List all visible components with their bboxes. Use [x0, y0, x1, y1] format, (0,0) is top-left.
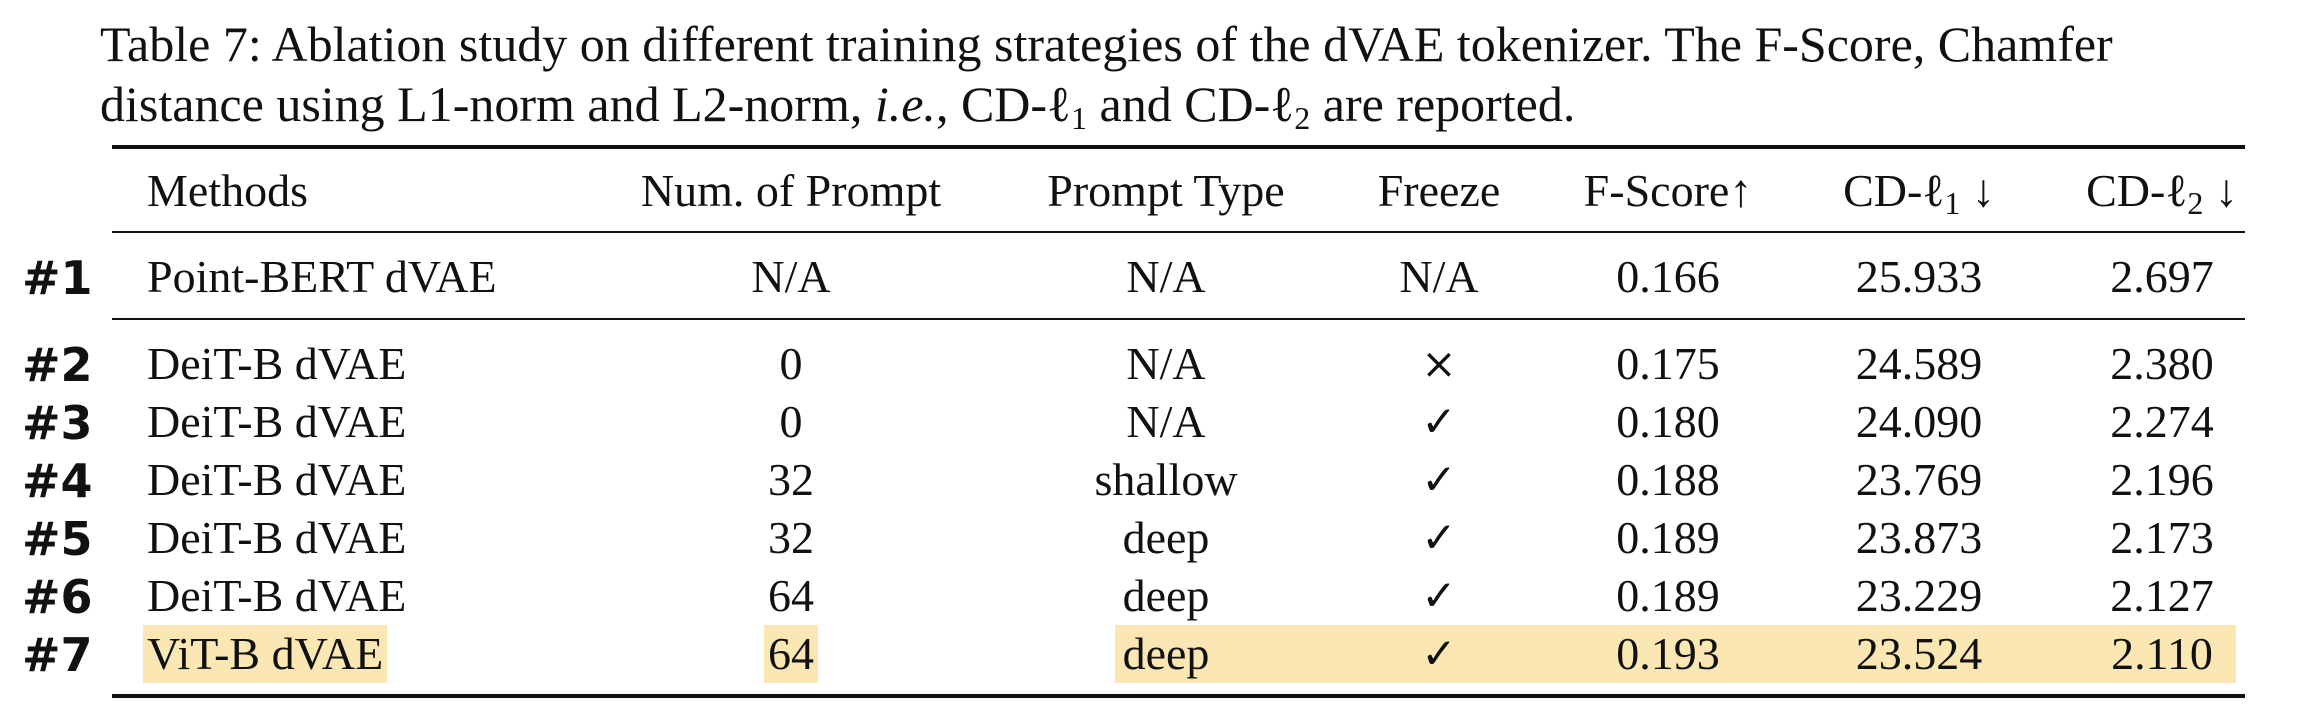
cell-prompt-num: 64: [764, 625, 818, 683]
cell-cd-l1: 24.090: [1855, 396, 1983, 447]
header-cd-l1-arrow: ↓: [1960, 165, 1995, 216]
cell-cd-l2: 2.380: [2110, 338, 2214, 389]
cell-fscore: 0.166: [1616, 251, 1720, 302]
cell-cd-l2: 2.110: [2111, 628, 2213, 679]
table-row-highlighted: #7 ViT-B dVAE 64 deep ✓ 0.193 23.524 2.1…: [0, 625, 2315, 683]
caption-line-1: Table 7: Ablation study on different tra…: [100, 16, 2113, 72]
header-cd-l1-sub: 1: [1944, 185, 1961, 221]
cell-fscore: 0.175: [1616, 338, 1720, 389]
cell-prompt-type: N/A: [1126, 251, 1206, 302]
caption-subscript: 1: [1071, 100, 1087, 136]
table-row: #5 DeiT-B dVAE 32 deep ✓ 0.189 23.873 2.…: [0, 509, 2315, 567]
cell-cd-l1: 24.589: [1855, 338, 1983, 389]
table-row: #4 DeiT-B dVAE 32 shallow ✓ 0.188 23.769…: [0, 451, 2315, 509]
cell-cd-l2: 2.697: [2110, 251, 2214, 302]
row-number: #1: [22, 251, 93, 305]
row-number: #5: [22, 512, 93, 566]
cell-prompt-num: 32: [768, 512, 814, 563]
cell-cd-l1: 25.933: [1855, 251, 1983, 302]
highlight-band: [1115, 625, 2236, 683]
cell-cd-l1: 23.873: [1855, 512, 1983, 563]
caption-text: distance using L1-norm and L2-norm,: [100, 76, 875, 132]
header-prompt-type: Prompt Type: [1047, 165, 1285, 216]
cell-method: Point-BERT dVAE: [147, 251, 497, 302]
caption-text: , CD-ℓ: [935, 76, 1071, 132]
cell-fscore: 0.180: [1616, 396, 1720, 447]
cell-method: ViT-B dVAE: [143, 625, 388, 683]
cell-method: DeiT-B dVAE: [147, 512, 407, 563]
cell-fscore: 0.189: [1616, 570, 1720, 621]
caption-text: and CD-ℓ: [1087, 76, 1295, 132]
caption-subscript: 2: [1294, 100, 1311, 136]
table-row: #3 DeiT-B dVAE 0 N/A ✓ 0.180 24.090 2.27…: [0, 393, 2315, 451]
cell-fscore: 0.189: [1616, 512, 1720, 563]
row-number: #3: [22, 396, 93, 450]
table-header-row: Methods Num. of Prompt Prompt Type Freez…: [0, 162, 2315, 220]
row-number: #7: [22, 628, 93, 682]
cell-prompt-type: deep: [1122, 512, 1210, 563]
table-row: #6 DeiT-B dVAE 64 deep ✓ 0.189 23.229 2.…: [0, 567, 2315, 625]
cell-freeze: ✓: [1421, 397, 1457, 446]
cell-freeze: ✓: [1421, 571, 1457, 620]
header-cd-l2-sub: 2: [2187, 185, 2204, 221]
header-cd-l2: CD-ℓ2 ↓: [2086, 162, 2238, 220]
cell-method: DeiT-B dVAE: [147, 454, 407, 505]
header-freeze: Freeze: [1377, 165, 1501, 216]
cell-prompt-type: deep: [1122, 628, 1210, 679]
row-number: #6: [22, 570, 93, 624]
header-cd-l1-prefix: CD-ℓ: [1843, 165, 1945, 216]
header-cd-l2-prefix: CD-ℓ: [2086, 165, 2188, 216]
cell-freeze: ✓: [1421, 455, 1457, 504]
header-cd-l2-arrow: ↓: [2203, 165, 2238, 216]
cell-cd-l2: 2.274: [2110, 396, 2214, 447]
header-methods: Methods: [147, 165, 308, 216]
cell-method: DeiT-B dVAE: [147, 570, 407, 621]
caption-text: are reported.: [1310, 76, 1576, 132]
cell-method: DeiT-B dVAE: [147, 396, 407, 447]
cell-cd-l2: 2.173: [2110, 512, 2214, 563]
row-number: #4: [22, 454, 93, 508]
table-header-rule: [112, 231, 2245, 233]
cell-prompt-num: 0: [779, 338, 803, 389]
cell-freeze: N/A: [1399, 251, 1479, 302]
caption-ie: i.e.: [874, 76, 936, 132]
cell-cd-l2: 2.127: [2110, 570, 2214, 621]
cell-cd-l1: 23.524: [1855, 628, 1983, 679]
cell-freeze: ✓: [1421, 513, 1457, 562]
table-top-rule: [112, 145, 2245, 149]
cell-fscore: 0.193: [1616, 628, 1720, 679]
cell-cd-l1: 23.769: [1855, 454, 1983, 505]
cell-cd-l2: 2.196: [2110, 454, 2214, 505]
cell-prompt-type: N/A: [1126, 396, 1206, 447]
row-number: #2: [22, 338, 93, 392]
header-fscore: F-Score↑: [1583, 165, 1753, 216]
table-caption: Table 7: Ablation study on different tra…: [100, 14, 2305, 134]
cell-prompt-type: deep: [1122, 570, 1210, 621]
cell-method: DeiT-B dVAE: [147, 338, 407, 389]
caption-line-2: distance using L1-norm and L2-norm, i.e.…: [100, 74, 2305, 134]
cell-prompt-num: 0: [779, 396, 803, 447]
cell-fscore: 0.188: [1616, 454, 1720, 505]
cell-freeze: ×: [1421, 339, 1457, 388]
cell-prompt-type: N/A: [1126, 338, 1206, 389]
cell-prompt-num: 64: [768, 570, 814, 621]
table-row: #2 DeiT-B dVAE 0 N/A × 0.175 24.589 2.38…: [0, 335, 2315, 393]
cell-prompt-num: 32: [768, 454, 814, 505]
table-mid-rule: [112, 318, 2245, 320]
table-bottom-rule: [112, 694, 2245, 698]
cell-freeze: ✓: [1421, 629, 1457, 678]
table-row: #1 Point-BERT dVAE N/A N/A N/A 0.166 25.…: [0, 248, 2315, 306]
cell-cd-l1: 23.229: [1855, 570, 1983, 621]
cell-prompt-type: shallow: [1094, 454, 1238, 505]
header-cd-l1: CD-ℓ1 ↓: [1843, 162, 1995, 220]
header-num-prompt: Num. of Prompt: [640, 165, 942, 216]
cell-prompt-num: N/A: [751, 251, 831, 302]
